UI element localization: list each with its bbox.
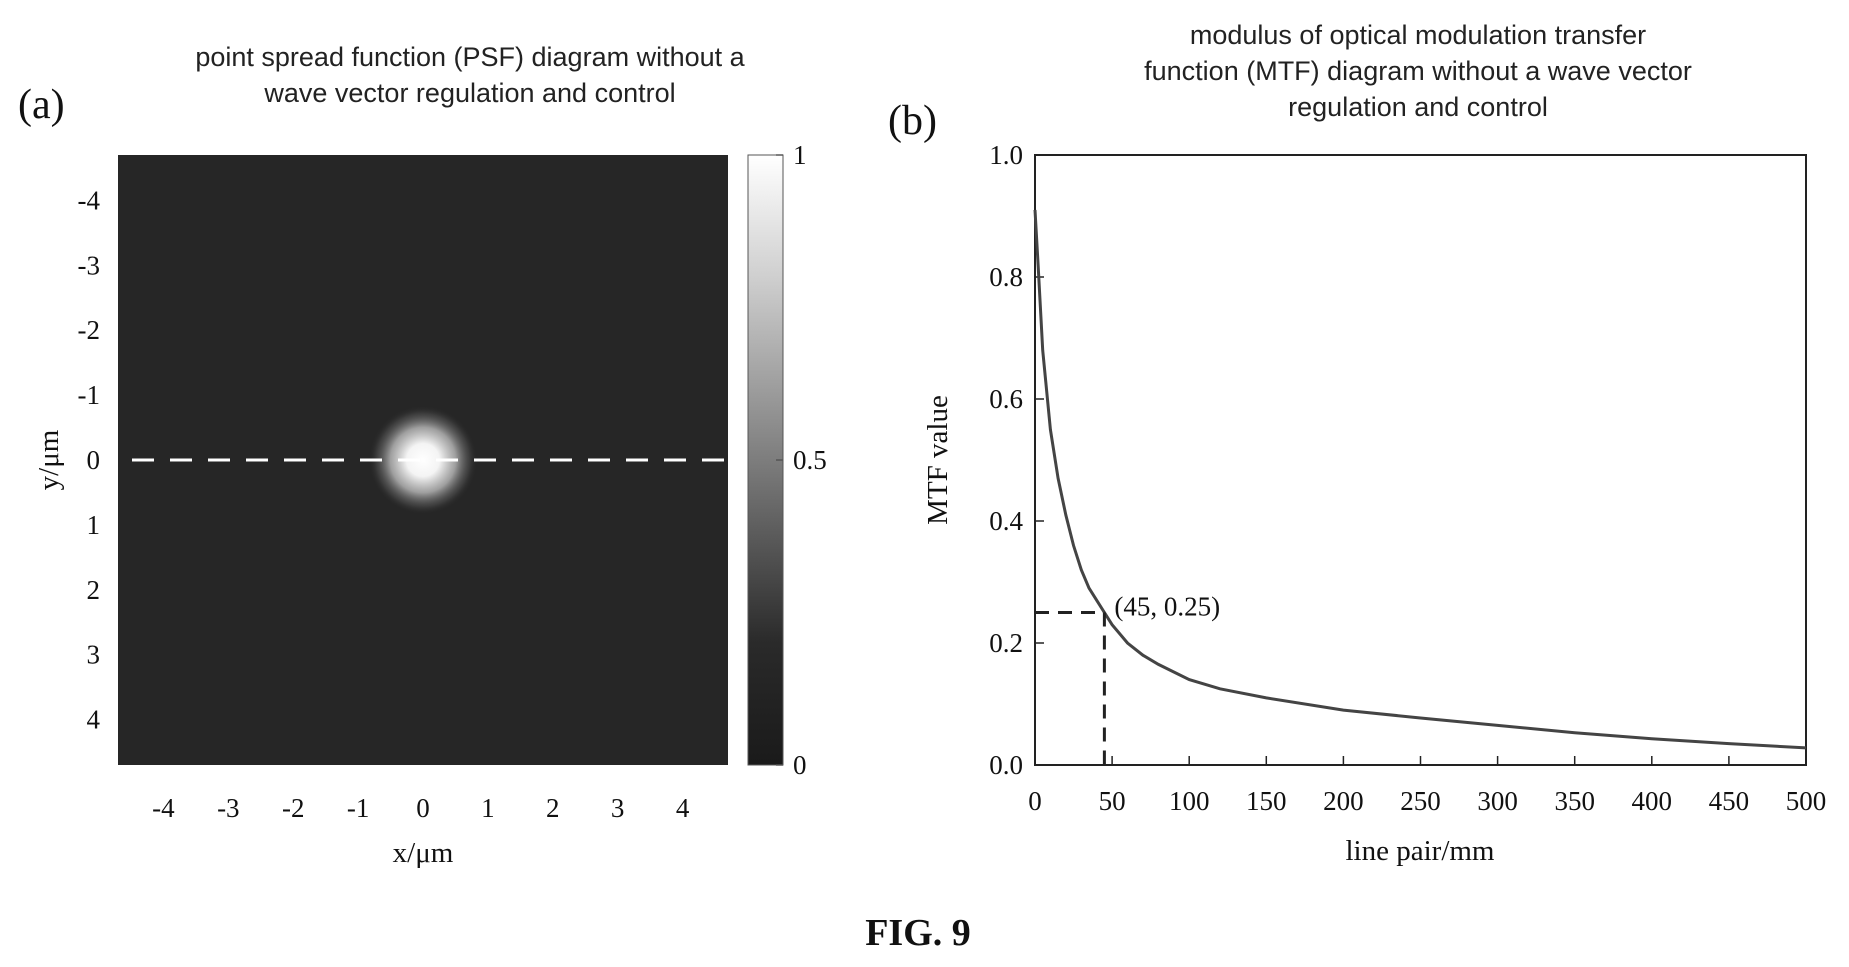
mtf-x-tick-label: 450 bbox=[1709, 786, 1750, 816]
mtf-annotation: (45, 0.25) bbox=[1035, 592, 1220, 765]
mtf-x-ticks: 0 50 100 150 200 250 300 350 400 450 500 bbox=[1028, 756, 1826, 816]
mtf-x-tick-label: 50 bbox=[1099, 786, 1126, 816]
mtf-x-tick-label: 400 bbox=[1632, 786, 1673, 816]
mtf-y-tick-label: 0.6 bbox=[989, 384, 1023, 414]
mtf-title-line-3: regulation and control bbox=[1288, 92, 1548, 122]
figure-caption: FIG. 9 bbox=[865, 912, 971, 954]
mtf-panel: modulus of optical modulation transfer fu… bbox=[888, 20, 1826, 867]
mtf-x-tick-label: 350 bbox=[1554, 786, 1595, 816]
mtf-plot-frame bbox=[1034, 154, 1807, 766]
panel-label-a: (a) bbox=[18, 82, 65, 128]
psf-x-tick-label: 4 bbox=[676, 793, 690, 823]
mtf-y-tick-label: 0.8 bbox=[989, 262, 1023, 292]
psf-y-tick-label: -1 bbox=[78, 380, 101, 410]
psf-x-ticks: -4 -3 -2 -1 0 1 2 3 4 bbox=[152, 793, 690, 823]
mtf-x-tick-label: 500 bbox=[1786, 786, 1827, 816]
psf-y-ticks: -4 -3 -2 -1 0 1 2 3 4 bbox=[78, 185, 101, 734]
mtf-series-line bbox=[1033, 209, 1807, 750]
psf-title-line-1: point spread function (PSF) diagram with… bbox=[195, 42, 745, 72]
psf-spot bbox=[368, 405, 478, 515]
mtf-title-line-2: function (MTF) diagram without a wave ve… bbox=[1144, 56, 1692, 86]
psf-y-tick-label: -2 bbox=[78, 315, 101, 345]
psf-title-line-2: wave vector regulation and control bbox=[263, 78, 675, 108]
mtf-y-tick-label: 0.0 bbox=[989, 750, 1023, 780]
psf-panel: point spread function (PSF) diagram with… bbox=[18, 42, 827, 869]
mtf-y-tick-label: 0.4 bbox=[989, 506, 1023, 536]
psf-x-tick-label: 3 bbox=[611, 793, 625, 823]
mtf-x-tick-label: 250 bbox=[1400, 786, 1441, 816]
panel-label-b: (b) bbox=[888, 98, 937, 144]
psf-x-axis-label: x/μm bbox=[393, 837, 454, 869]
mtf-x-tick-label: 150 bbox=[1246, 786, 1287, 816]
psf-title: point spread function (PSF) diagram with… bbox=[195, 42, 745, 108]
colorbar-tick-label: 1 bbox=[793, 140, 807, 170]
psf-x-tick-label: -3 bbox=[217, 793, 240, 823]
psf-y-tick-label: 3 bbox=[87, 640, 101, 670]
mtf-x-axis-label: line pair/mm bbox=[1346, 835, 1495, 867]
mtf-y-tick-label: 0.2 bbox=[989, 628, 1023, 658]
psf-x-tick-label: 1 bbox=[481, 793, 495, 823]
mtf-y-axis-label: MTF value bbox=[922, 395, 954, 525]
colorbar-tick-label: 0 bbox=[793, 750, 807, 780]
psf-x-tick-label: -4 bbox=[152, 793, 175, 823]
psf-x-tick-label: 2 bbox=[546, 793, 560, 823]
mtf-y-tick-label: 1.0 bbox=[989, 140, 1023, 170]
psf-x-tick-label: 0 bbox=[416, 793, 430, 823]
colorbar-tick-label: 0.5 bbox=[793, 445, 827, 475]
psf-y-tick-label: 2 bbox=[87, 575, 101, 605]
psf-x-tick-label: -2 bbox=[282, 793, 305, 823]
mtf-x-tick-label: 300 bbox=[1477, 786, 1518, 816]
mtf-annotation-label: (45, 0.25) bbox=[1114, 592, 1220, 622]
psf-y-tick-label: -4 bbox=[78, 185, 101, 215]
psf-y-tick-label: 1 bbox=[87, 510, 101, 540]
psf-x-tick-label: -1 bbox=[347, 793, 370, 823]
mtf-title: modulus of optical modulation transfer fu… bbox=[1144, 20, 1692, 122]
psf-y-axis-label: y/μm bbox=[33, 429, 65, 490]
colorbar-ticks: 10.50 bbox=[776, 140, 827, 780]
mtf-x-tick-label: 100 bbox=[1169, 786, 1210, 816]
mtf-y-ticks: 0.0 0.2 0.4 0.6 0.8 1.0 bbox=[989, 140, 1044, 780]
psf-y-tick-label: 4 bbox=[87, 705, 101, 735]
mtf-title-line-1: modulus of optical modulation transfer bbox=[1190, 20, 1646, 50]
mtf-x-tick-label: 200 bbox=[1323, 786, 1364, 816]
psf-y-tick-label: -3 bbox=[78, 250, 101, 280]
psf-y-tick-label: 0 bbox=[87, 445, 101, 475]
mtf-x-tick-label: 0 bbox=[1028, 786, 1042, 816]
